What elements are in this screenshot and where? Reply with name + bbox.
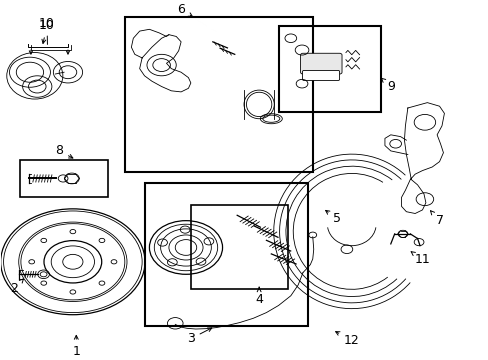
Bar	[278, 26, 380, 112]
Text: 8: 8	[55, 144, 73, 158]
Text: 10: 10	[39, 19, 55, 44]
FancyBboxPatch shape	[300, 53, 341, 74]
Bar	[144, 183, 307, 326]
Text: 11: 11	[410, 252, 429, 266]
Text: 4: 4	[255, 287, 263, 306]
Text: 2: 2	[10, 279, 23, 295]
Bar	[190, 204, 288, 289]
Text: 1: 1	[72, 336, 80, 358]
Text: 12: 12	[335, 332, 359, 347]
Bar	[20, 160, 108, 197]
Text: 5: 5	[325, 210, 341, 225]
Bar	[125, 17, 312, 172]
Text: 6: 6	[177, 3, 192, 17]
Text: 7: 7	[429, 211, 443, 227]
FancyBboxPatch shape	[302, 71, 339, 80]
Text: 3: 3	[186, 328, 211, 345]
Text: 9: 9	[381, 78, 394, 93]
Text: 10: 10	[39, 17, 55, 44]
